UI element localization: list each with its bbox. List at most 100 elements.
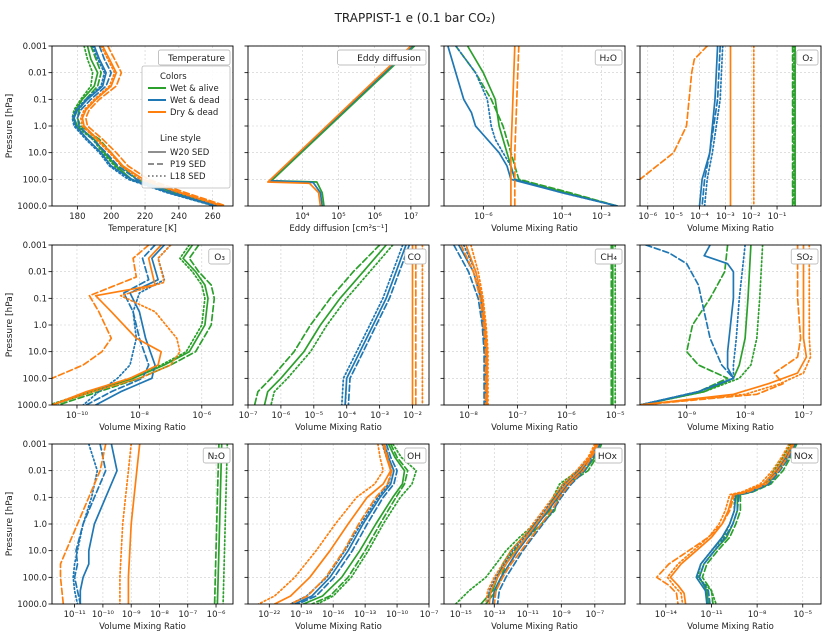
series-group — [71, 46, 228, 206]
series-line-dry-dead-w20 — [273, 444, 392, 604]
x-tick-label: 10⁻⁵ — [304, 411, 323, 421]
x-tick-label: 260 — [205, 212, 221, 222]
x-tick-label: 10⁻¹ — [768, 212, 787, 222]
y-tick-label: 0.1 — [33, 95, 47, 105]
x-tick-label: 180 — [69, 212, 85, 222]
x-axis-label: Volume Mixing Ratio — [491, 423, 578, 433]
panel-title-box — [594, 49, 623, 66]
series-line-dry-dead-l18 — [52, 245, 181, 405]
series-line-wet-alive-l18 — [222, 444, 229, 604]
x-tick-label: 10⁻⁸ — [150, 610, 169, 620]
x-tick-label: 10⁻⁵ — [664, 212, 683, 222]
x-tick-label: 10⁻⁶ — [638, 212, 657, 222]
legend-label: Wet & dead — [170, 96, 220, 106]
x-axis-label: Volume Mixing Ratio — [687, 224, 774, 234]
y-tick-label: 1.0 — [33, 520, 47, 530]
panel-title: OH — [407, 452, 421, 462]
panel-ch: 10⁻⁸ 10⁻⁷ 10⁻⁶ 10⁻⁵ Volume Mixing Ratio CH₄ — [440, 244, 626, 433]
series-line-dry-dead-l18 — [119, 444, 133, 604]
x-axis-label: Eddy diffusion [cm²s⁻¹] — [289, 224, 387, 234]
x-axis-label: Temperature [K] — [107, 224, 177, 234]
x-axis-label: Volume Mixing Ratio — [295, 423, 382, 433]
x-tick-label: 10⁻¹⁵ — [450, 610, 472, 620]
x-tick-label: 10⁻⁷ — [585, 610, 604, 620]
panel-title: N₂O — [208, 452, 225, 462]
x-tick-label: 10⁻⁹ — [677, 411, 696, 421]
x-tick-label: 10⁷ — [404, 212, 419, 222]
series-group — [267, 46, 416, 206]
series-line-wet-alive-w20 — [52, 245, 209, 405]
series-group — [52, 245, 216, 405]
y-tick-label: 0.01 — [28, 268, 47, 278]
series-line-dry-dead-l18 — [79, 46, 223, 206]
x-tick-label: 10⁻⁸ — [130, 411, 149, 421]
series-line-dry-dead-w20 — [127, 444, 141, 604]
series-line-dry-dead-p19 — [52, 245, 150, 380]
y-tick-label: 1.0 — [33, 321, 47, 331]
x-tick-label: 10⁻¹¹ — [64, 610, 86, 620]
x-axis-label: Volume Mixing Ratio — [491, 622, 578, 632]
panel-title: CH₄ — [600, 253, 617, 263]
legend-frame — [141, 65, 231, 189]
series-line-dry-dead-p19 — [460, 245, 487, 405]
y-tick-label: 0.1 — [33, 294, 47, 304]
y-tick-label: 1000.0 — [17, 202, 47, 212]
legend: Colors Wet & alive Wet & dead Dry & dead L… — [141, 65, 231, 189]
x-tick-label: 10⁻⁶ — [272, 411, 291, 421]
legend-label: P19 SED — [170, 160, 206, 170]
series-line-wet-dead-p19 — [297, 444, 398, 604]
x-tick-label: 10⁻⁷ — [420, 610, 439, 620]
series-line-dry-dead-p19 — [640, 46, 709, 181]
x-axis-label: Volume Mixing Ratio — [687, 423, 774, 433]
series-line-wet-alive-p19 — [311, 444, 409, 604]
series-line-wet-alive-w20 — [466, 46, 618, 206]
x-tick-label: 10⁻¹¹ — [700, 610, 722, 620]
y-tick-label: 1000.0 — [17, 600, 47, 610]
panel-title: H₂O — [600, 54, 617, 64]
series-group — [640, 245, 812, 405]
series-line-wet-alive-p19 — [640, 245, 729, 405]
y-tick-label: 0.001 — [23, 241, 47, 251]
x-tick-label: 10⁻⁷ — [794, 411, 813, 421]
series-line-wet-dead-p19 — [496, 444, 601, 604]
x-tick-label: 240 — [171, 212, 187, 222]
x-tick-label: 10⁻⁹ — [552, 610, 571, 620]
y-tick-label: 10.0 — [28, 149, 47, 159]
series-group — [454, 444, 603, 604]
x-tick-label: 10⁻² — [403, 411, 422, 421]
x-tick-label: 10⁻⁵ — [793, 610, 812, 620]
series-line-wet-alive-l18 — [52, 245, 206, 405]
panel-h-o: 10⁻⁶ 10⁻⁴ 10⁻³ Volume Mixing Ratio H₂O — [440, 45, 626, 234]
panel-title-box — [404, 248, 427, 265]
y-tick-label: 0.01 — [28, 69, 47, 79]
x-axis-label: Volume Mixing Ratio — [99, 622, 186, 632]
series-line-dry-dead-p19 — [289, 444, 393, 604]
series-line-wet-dead-l18 — [340, 245, 404, 405]
x-axis-label: Volume Mixing Ratio — [687, 622, 774, 632]
y-tick-label: 0.01 — [28, 467, 47, 477]
x-tick-label: 10⁻² — [742, 212, 761, 222]
x-tick-label: 10⁻⁴ — [690, 212, 709, 222]
series-group — [655, 444, 798, 604]
panel-oh: 10⁻²² 10⁻¹⁹ 10⁻¹⁶ 10⁻¹³ 10⁻¹⁰ 10⁻⁷ Volume Mixi… — [244, 443, 439, 632]
y-tick-label: 0.001 — [23, 42, 47, 52]
figure-title: TRAPPIST-1 e (0.1 bar CO₂) — [334, 11, 496, 25]
panel-title-box — [594, 447, 623, 464]
series-group — [447, 46, 618, 206]
panel-title: Eddy diffusion — [357, 54, 421, 64]
x-tick-label: 10⁻¹³ — [354, 610, 376, 620]
x-tick-label: 10⁻⁵ — [606, 411, 625, 421]
x-tick-label: 220 — [137, 212, 153, 222]
series-line-dry-dead-l18 — [257, 444, 385, 604]
panel-title-box — [208, 248, 231, 265]
legend-label: W20 SED — [170, 148, 210, 158]
x-tick-label: 10⁻¹⁹ — [290, 610, 313, 620]
series-line-wet-alive-w20 — [302, 444, 406, 604]
x-tick-label: 10⁻⁷ — [239, 411, 258, 421]
series-line-wet-dead-p19 — [347, 245, 411, 405]
series-line-dry-dead-w20 — [488, 444, 598, 604]
legend-colors-title: Colors — [160, 72, 187, 82]
series-line-dry-dead-w20 — [81, 46, 224, 206]
x-axis-label: Volume Mixing Ratio — [295, 622, 382, 632]
